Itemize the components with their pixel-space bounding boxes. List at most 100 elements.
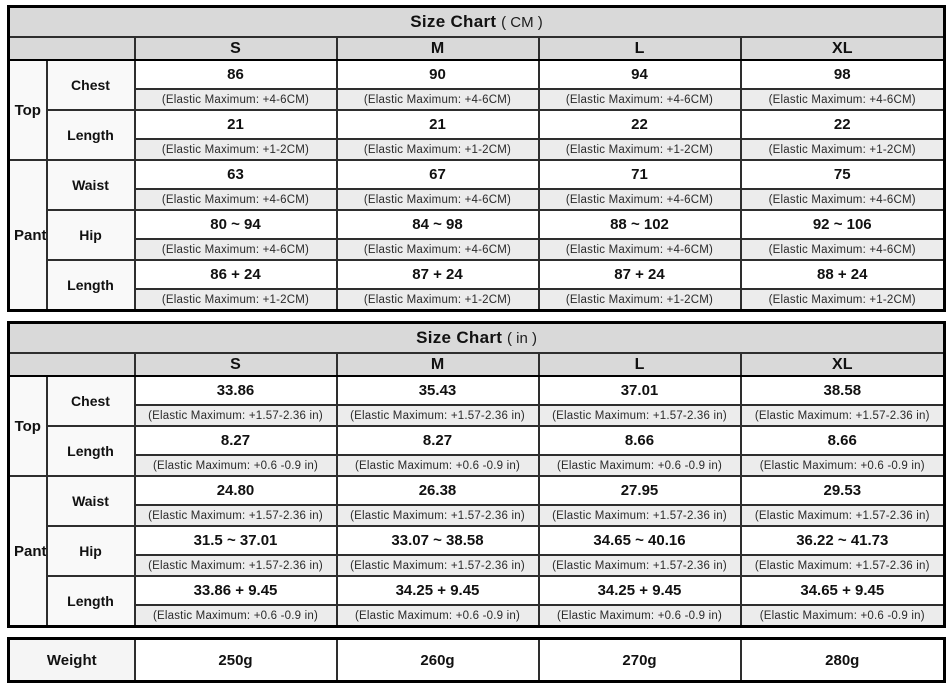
note-cell: (Elastic Maximum: +0.6 -0.9 in) (335, 604, 540, 628)
note-cell: (Elastic Maximum: +1.57-2.36 in) (335, 404, 540, 427)
row-label-chest: Chest (45, 59, 136, 111)
note-cell: (Elastic Maximum: +4-6CM) (537, 188, 742, 211)
weight-value-l: 270g (537, 637, 742, 683)
weight-table: Weight 250g 260g 270g 280g (7, 637, 946, 683)
value-cell: 8.27 (133, 425, 338, 456)
size-header-xl: XL (739, 36, 946, 61)
size-header-m: M (335, 36, 540, 61)
note-cell: (Elastic Maximum: +4-6CM) (537, 88, 742, 111)
size-header-s: S (133, 36, 338, 61)
row-label-waist: Waist (45, 159, 136, 211)
note-cell: (Elastic Maximum: +0.6 -0.9 in) (537, 604, 742, 628)
weight-value-s: 250g (133, 637, 338, 683)
note-cell: (Elastic Maximum: +1.57-2.36 in) (537, 554, 742, 577)
value-cell: 24.80 (133, 475, 338, 506)
section-label-pant: Pant (7, 475, 48, 628)
value-cell: 67 (335, 159, 540, 190)
value-cell: 38.58 (739, 375, 946, 406)
note-cell: (Elastic Maximum: +1.57-2.36 in) (335, 504, 540, 527)
value-cell: 71 (537, 159, 742, 190)
note-cell: (Elastic Maximum: +1.57-2.36 in) (739, 404, 946, 427)
note-cell: (Elastic Maximum: +0.6 -0.9 in) (739, 604, 946, 628)
size-header-m: M (335, 352, 540, 377)
note-cell: (Elastic Maximum: +1.57-2.36 in) (133, 404, 338, 427)
note-cell: (Elastic Maximum: +0.6 -0.9 in) (739, 454, 946, 477)
value-cell: 88 ~ 102 (537, 209, 742, 240)
row-label-hip: Hip (45, 209, 136, 261)
note-cell: (Elastic Maximum: +1-2CM) (537, 138, 742, 161)
value-cell: 80 ~ 94 (133, 209, 338, 240)
value-cell: 34.25 + 9.45 (537, 575, 742, 606)
note-cell: (Elastic Maximum: +1-2CM) (739, 138, 946, 161)
value-cell: 87 + 24 (537, 259, 742, 290)
value-cell: 37.01 (537, 375, 742, 406)
note-cell: (Elastic Maximum: +1.57-2.36 in) (537, 404, 742, 427)
value-cell: 75 (739, 159, 946, 190)
note-cell: (Elastic Maximum: +1.57-2.36 in) (739, 504, 946, 527)
row-label-top-length: Length (45, 109, 136, 161)
value-cell: 87 + 24 (335, 259, 540, 290)
note-cell: (Elastic Maximum: +4-6CM) (335, 88, 540, 111)
value-cell: 86 + 24 (133, 259, 338, 290)
value-cell: 86 (133, 59, 338, 90)
weight-value-xl: 280g (739, 637, 946, 683)
note-cell: (Elastic Maximum: +1-2CM) (335, 138, 540, 161)
table-gap (7, 628, 943, 637)
table-title-in: Size Chart ( in ) (7, 321, 946, 354)
note-cell: (Elastic Maximum: +4-6CM) (133, 88, 338, 111)
weight-value-m: 260g (335, 637, 540, 683)
note-cell: (Elastic Maximum: +1.57-2.36 in) (335, 554, 540, 577)
table-title-main: Size Chart (410, 12, 497, 31)
value-cell: 34.65 + 9.45 (739, 575, 946, 606)
size-header-s: S (133, 352, 338, 377)
value-cell: 36.22 ~ 41.73 (739, 525, 946, 556)
table-title-cm: Size Chart ( CM ) (7, 5, 946, 38)
value-cell: 8.66 (739, 425, 946, 456)
row-label-pant-length: Length (45, 575, 136, 628)
value-cell: 21 (335, 109, 540, 140)
section-label-top: Top (7, 59, 48, 161)
note-cell: (Elastic Maximum: +4-6CM) (739, 88, 946, 111)
section-label-pant: Pant (7, 159, 48, 312)
note-cell: (Elastic Maximum: +1.57-2.36 in) (133, 554, 338, 577)
note-cell: (Elastic Maximum: +4-6CM) (133, 238, 338, 261)
size-chart-table-in: Size Chart ( in ) S M L XL Top Chest 33.… (7, 321, 947, 628)
value-cell: 29.53 (739, 475, 946, 506)
note-cell: (Elastic Maximum: +1-2CM) (537, 288, 742, 312)
row-label-pant-length: Length (45, 259, 136, 312)
weight-row: Weight 250g 260g 270g 280g (7, 637, 946, 683)
row-label-hip: Hip (45, 525, 136, 577)
value-cell: 98 (739, 59, 946, 90)
size-header-l: L (537, 36, 742, 61)
value-cell: 35.43 (335, 375, 540, 406)
note-cell: (Elastic Maximum: +4-6CM) (739, 238, 946, 261)
note-cell: (Elastic Maximum: +0.6 -0.9 in) (335, 454, 540, 477)
section-label-top: Top (7, 375, 48, 477)
table-title-unit: ( in ) (506, 330, 537, 347)
value-cell: 31.5 ~ 37.01 (133, 525, 338, 556)
table-title-unit: ( CM ) (501, 14, 543, 31)
weight-label: Weight (7, 637, 136, 683)
row-label-chest: Chest (45, 375, 136, 427)
value-cell: 34.65 ~ 40.16 (537, 525, 742, 556)
table-gap (7, 312, 943, 321)
size-header-xl: XL (739, 352, 946, 377)
value-cell: 26.38 (335, 475, 540, 506)
value-cell: 33.07 ~ 38.58 (335, 525, 540, 556)
row-label-top-length: Length (45, 425, 136, 477)
size-header-l: L (537, 352, 742, 377)
value-cell: 84 ~ 98 (335, 209, 540, 240)
table-title-main: Size Chart (416, 328, 503, 347)
value-cell: 92 ~ 106 (739, 209, 946, 240)
row-label-waist: Waist (45, 475, 136, 527)
header-corner-cell (7, 36, 136, 61)
value-cell: 22 (739, 109, 946, 140)
size-chart-table-cm: Size Chart ( CM ) S M L XL Top Chest 86 … (7, 5, 946, 312)
value-cell: 8.27 (335, 425, 540, 456)
header-corner-cell (7, 352, 136, 377)
value-cell: 27.95 (537, 475, 742, 506)
value-cell: 33.86 + 9.45 (133, 575, 338, 606)
value-cell: 33.86 (133, 375, 338, 406)
value-cell: 90 (335, 59, 540, 90)
